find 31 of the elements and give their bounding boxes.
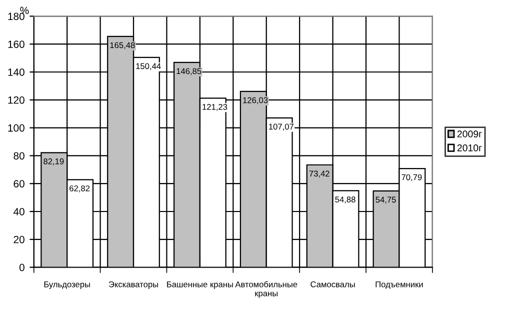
y-tick-label: 20: [14, 236, 24, 244]
data-label: 54,88: [335, 196, 356, 204]
x-tick-label: Подъемники: [376, 281, 423, 289]
x-tick-label: Бульдозеры: [44, 281, 90, 289]
y-tick-label: 40: [13, 208, 24, 216]
data-label: 82,19: [44, 158, 64, 166]
data-label: 150,44: [136, 63, 161, 70]
y-tick-label: 120: [8, 96, 24, 104]
data-label: 107,07: [269, 124, 294, 131]
y-tick-label: 60: [14, 180, 24, 188]
y-tick-label: 80: [14, 152, 24, 160]
y-tick-label: 0: [19, 264, 24, 272]
x-tick-label: Самосвалы: [310, 281, 355, 288]
x-tick-label: Экскаваторы: [108, 281, 158, 289]
legend-label: 2010г: [457, 144, 482, 152]
data-label: 70,79: [402, 174, 422, 182]
legend-label: 2009г: [457, 130, 482, 138]
x-tick-label: Автомобильные краны: [235, 281, 298, 298]
y-tick-label: 140: [8, 68, 24, 76]
data-label: 121,23: [202, 104, 228, 111]
data-label: 54,75: [376, 196, 396, 204]
y-axis-title: %: [20, 6, 29, 14]
data-label: 62,82: [70, 185, 90, 192]
data-label: 146,85: [176, 68, 202, 76]
data-label: 73,42: [309, 170, 330, 178]
y-tick-label: 100: [8, 124, 24, 132]
x-tick-label: Башенные краны: [167, 281, 233, 289]
y-tick-label: 160: [8, 40, 24, 48]
data-label: 165,48: [110, 42, 135, 50]
y-tick-label: 180: [8, 12, 24, 20]
data-label: 126,03: [243, 97, 268, 104]
